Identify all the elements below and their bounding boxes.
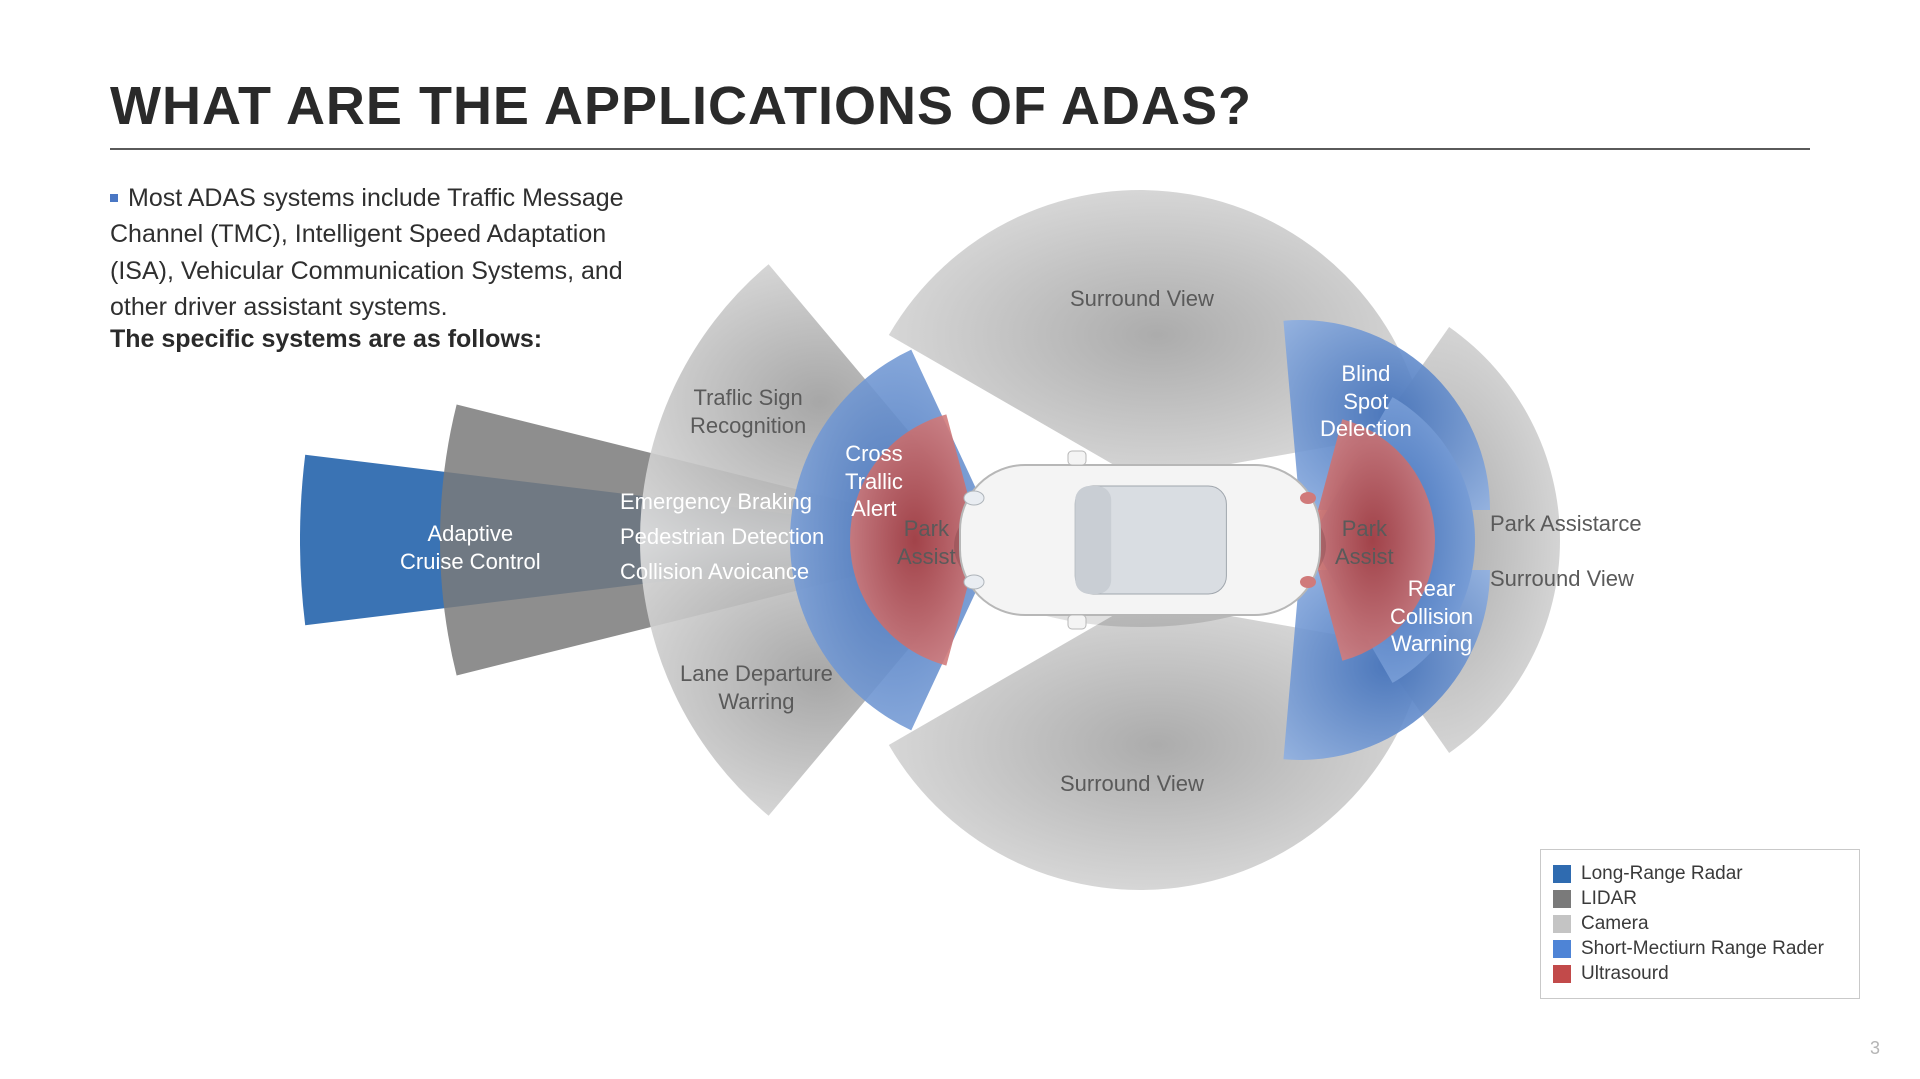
slide: WHAT ARE THE APPLICATIONS OF ADAS? Most … <box>0 0 1920 1079</box>
legend-swatch-icon <box>1553 890 1571 908</box>
page-title: WHAT ARE THE APPLICATIONS OF ADAS? <box>110 75 1252 137</box>
bullet-icon <box>110 194 118 202</box>
legend-item-long_range_radar: Long-Range Radar <box>1553 863 1847 885</box>
title-divider <box>110 148 1810 150</box>
page-number: 3 <box>1870 1038 1880 1059</box>
adas-diagram: AdaptiveCruise ControlEmergency BrakingP… <box>300 180 1700 900</box>
legend-swatch-icon <box>1553 940 1571 958</box>
legend-swatch-icon <box>1553 915 1571 933</box>
legend-label: Long-Range Radar <box>1581 863 1743 885</box>
diagram-svg <box>300 180 1700 900</box>
legend-swatch-icon <box>1553 865 1571 883</box>
legend-item-ultrasound: Ultrasourd <box>1553 963 1847 985</box>
legend-label: Camera <box>1581 913 1649 935</box>
legend-item-short_range_radar: Short-Mectiurn Range Rader <box>1553 938 1847 960</box>
legend-label: Short-Mectiurn Range Rader <box>1581 938 1824 960</box>
legend-item-camera: Camera <box>1553 913 1847 935</box>
legend-swatch-icon <box>1553 965 1571 983</box>
legend-item-lidar: LIDAR <box>1553 888 1847 910</box>
legend-label: LIDAR <box>1581 888 1637 910</box>
legend: Long-Range Radar LIDAR Camera Short-Mectiur… <box>1540 849 1860 999</box>
legend-label: Ultrasourd <box>1581 963 1669 985</box>
car-icon <box>954 451 1326 629</box>
